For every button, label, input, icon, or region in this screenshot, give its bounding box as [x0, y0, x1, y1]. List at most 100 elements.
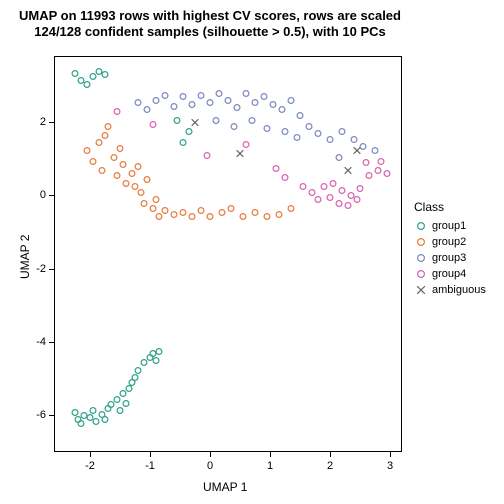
legend-item: group3 [414, 250, 486, 266]
data-point [162, 86, 169, 104]
data-point [192, 113, 199, 131]
legend-label: ambiguous [432, 284, 486, 296]
chart-title: UMAP on 11993 rows with highest CV score… [0, 8, 420, 41]
data-point [162, 201, 169, 219]
data-point [102, 65, 109, 83]
data-point [144, 170, 151, 188]
data-point [288, 91, 295, 109]
y-tick-label: 2 [26, 116, 46, 128]
data-point [219, 203, 226, 221]
data-point [228, 199, 235, 217]
data-point [264, 119, 271, 137]
title-line-2: 124/128 confident samples (silhouette > … [0, 24, 420, 40]
data-point [207, 207, 214, 225]
data-point [327, 130, 334, 148]
data-point [315, 124, 322, 142]
x-tick-label: 0 [207, 460, 213, 472]
x-axis-label: UMAP 1 [203, 480, 247, 494]
data-point [270, 95, 277, 113]
data-point [249, 111, 256, 129]
data-point [153, 91, 160, 109]
data-point [300, 177, 307, 195]
y-tick-label: -4 [26, 336, 46, 348]
data-point [156, 342, 163, 360]
data-point [114, 102, 121, 120]
data-point [336, 148, 343, 166]
x-tick-label: -1 [145, 460, 155, 472]
data-point [225, 91, 232, 109]
x-tick-label: -2 [85, 460, 95, 472]
data-point [171, 97, 178, 115]
legend-label: group1 [432, 220, 466, 232]
data-point [360, 137, 367, 155]
data-point [240, 207, 247, 225]
data-point [264, 207, 271, 225]
data-point [282, 168, 289, 186]
plot-area [54, 56, 402, 452]
data-point [243, 135, 250, 153]
data-point [135, 93, 142, 111]
data-point [276, 205, 283, 223]
data-point [117, 139, 124, 157]
data-point [354, 141, 361, 159]
data-point [141, 194, 148, 212]
data-point [252, 93, 259, 111]
data-point [288, 199, 295, 217]
data-point [330, 174, 337, 192]
data-point [171, 205, 178, 223]
data-point [231, 117, 238, 135]
data-point [207, 93, 214, 111]
title-line-1: UMAP on 11993 rows with highest CV score… [0, 8, 420, 24]
data-point [198, 201, 205, 219]
data-point [234, 98, 241, 116]
data-point [78, 414, 85, 432]
data-point [273, 159, 280, 177]
data-point [297, 106, 304, 124]
data-point [282, 122, 289, 140]
data-point [120, 155, 127, 173]
cross-icon [414, 286, 428, 294]
data-point [261, 87, 268, 105]
data-point [180, 87, 187, 105]
data-point [213, 111, 220, 129]
data-point [216, 84, 223, 102]
data-point [345, 161, 352, 179]
data-point [357, 179, 364, 197]
circle-icon [414, 222, 428, 230]
data-point [189, 95, 196, 113]
x-tick-label: 2 [327, 460, 333, 472]
data-point [384, 164, 391, 182]
data-point [339, 122, 346, 140]
circle-icon [414, 270, 428, 278]
data-point [189, 207, 196, 225]
legend-item: group2 [414, 234, 486, 250]
data-point [204, 146, 211, 164]
data-point [198, 86, 205, 104]
data-point [99, 161, 106, 179]
legend-label: group2 [432, 236, 466, 248]
legend-label: group4 [432, 268, 466, 280]
legend-item: group4 [414, 266, 486, 282]
data-point [279, 100, 286, 118]
data-point [306, 117, 313, 135]
circle-icon [414, 238, 428, 246]
y-axis-label: UMAP 2 [18, 235, 32, 279]
x-tick-label: 3 [387, 460, 393, 472]
legend: Class group1 group2 group3 group4 ambiguous [414, 200, 486, 298]
legend-item: ambiguous [414, 282, 486, 298]
y-tick-label: -6 [26, 409, 46, 421]
data-point [363, 153, 370, 171]
data-point [294, 128, 301, 146]
umap-scatter-chart: UMAP on 11993 rows with highest CV score… [0, 0, 504, 504]
legend-label: group3 [432, 252, 466, 264]
x-tick-label: 1 [267, 460, 273, 472]
legend-title: Class [414, 200, 486, 214]
data-point [252, 203, 259, 221]
data-point [243, 84, 250, 102]
data-point [135, 157, 142, 175]
data-point [150, 115, 157, 133]
data-point [153, 190, 160, 208]
data-point [180, 203, 187, 221]
data-point [237, 144, 244, 162]
data-point [105, 117, 112, 135]
